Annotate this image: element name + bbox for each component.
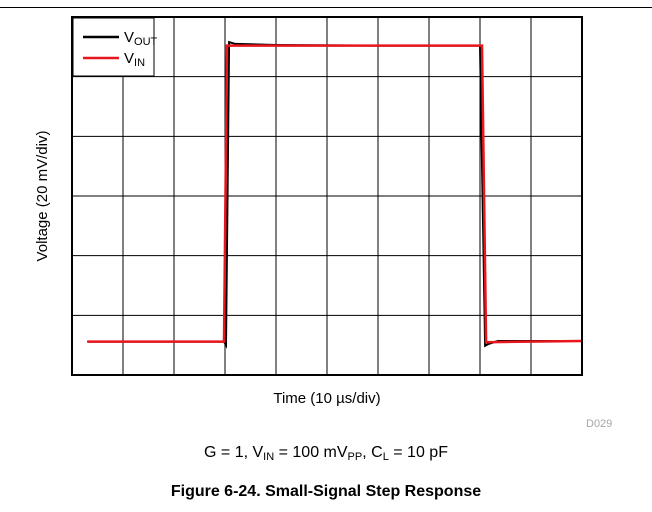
conditions-text: = 100 mV [274,444,348,461]
series-line-out [87,40,582,349]
plot-frame [71,16,583,376]
legend-box [72,17,155,77]
legend: VOUT VIN [72,17,158,77]
legend-label-in: VIN [124,50,145,69]
chart-grid [72,17,582,375]
x-axis-label: Time (10 µs/div) [273,390,380,407]
conditions-text: , C [362,444,383,461]
y-axis-label: Voltage (20 mV/div) [34,131,51,262]
conditions-subscript: IN [263,451,275,463]
top-rule [0,7,652,8]
conditions-text: G = 1, V [204,444,264,461]
conditions-subscript: PP [347,451,363,463]
series-line-in [87,44,583,344]
chart-traces [87,40,583,349]
test-conditions: G = 1, VIN = 100 mVPP, CL = 10 pF [0,444,652,463]
conditions-subscript: L [382,451,389,463]
figure-code: D029 [586,418,613,430]
figure-caption: Figure 6-24. Small-Signal Step Response [170,483,482,500]
legend-label-out: VOUT [124,29,158,48]
conditions-text: = 10 pF [388,444,448,461]
step-response-chart: VOUT VIN Time (10 µs/div) Voltage (20 mV/… [34,16,583,407]
